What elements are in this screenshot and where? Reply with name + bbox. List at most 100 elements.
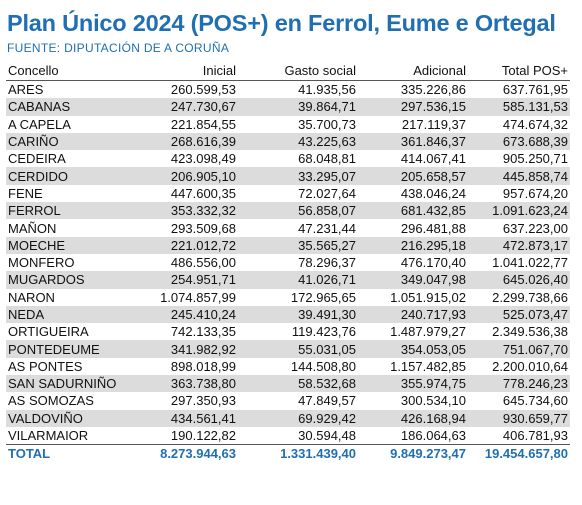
cell-total: 472.873,17 [468, 236, 570, 254]
cell-concello: CARIÑO [6, 132, 126, 151]
cell-inicial: 293.509,68 [170, 220, 236, 236]
total-row: TOTAL 8.273.944,63 1.331.439,40 9.849.27… [6, 444, 570, 464]
cell-gasto-social: 58.532,68 [238, 375, 358, 393]
table-row: ARES 260.599,53 41.935,56 335.226,86 637.761… [6, 81, 570, 99]
total-gasto-social: 1.331.439,40 [238, 444, 358, 464]
table-row: ORTIGUEIRA 742.133,35 119.423,76 1.487.979,… [6, 323, 570, 340]
cell-inicial: 268.616,39 [126, 132, 238, 151]
cell-adicional: 1.157.482,85 [390, 358, 466, 374]
cell-adicional: 216.295,18 [358, 236, 468, 254]
cell-inicial: 221.854,55 [170, 116, 236, 132]
cell-adicional: 296.481,88 [400, 220, 466, 236]
cell-inicial: 434.561,41 [126, 409, 238, 427]
total-inicial: 8.273.944,63 [126, 444, 238, 464]
table-row: AS PONTES 898.018,99 144.508,80 1.157.482,8… [6, 358, 570, 375]
cell-gasto-social: 41.935,56 [298, 82, 356, 98]
cell-inicial: 206.905,10 [126, 167, 238, 185]
cell-inicial: 423.098,49 [170, 151, 236, 167]
cell-gasto-social: 172.965,65 [290, 289, 356, 305]
cell-inicial: 190.122,82 [170, 428, 236, 444]
cell-total: 957.674,20 [502, 185, 568, 201]
cell-concello: MONFERO [8, 255, 75, 271]
cell-inicial: 247.730,67 [126, 98, 238, 116]
cell-concello: CERDIDO [6, 167, 126, 185]
cell-adicional: 355.974,75 [358, 375, 468, 393]
column-header-inicial: Inicial [126, 62, 238, 81]
cell-inicial: 221.012,72 [126, 236, 238, 254]
cell-total: 2.299.738,66 [492, 289, 568, 305]
cell-inicial: 245.410,24 [126, 305, 238, 324]
cell-gasto-social: 68.048,81 [298, 151, 356, 167]
cell-adicional: 438.046,24 [400, 185, 466, 201]
cell-total: 1.091.623,24 [468, 202, 570, 220]
cell-adicional: 1.051.915,02 [390, 289, 466, 305]
total-pos: 19.454.657,80 [468, 444, 570, 464]
table-header-row: Concello Inicial Gasto social Adicional … [6, 62, 570, 81]
table-row: VILARMAIOR 190.122,82 30.594,48 186.064,63 4… [6, 427, 570, 445]
cell-concello: FENE [8, 185, 43, 201]
cell-adicional: 335.226,86 [400, 82, 466, 98]
table-row: NARON 1.074.857,99 172.965,65 1.051.915,02 2… [6, 289, 570, 306]
cell-gasto-social: 41.026,71 [238, 271, 358, 289]
page-title: Plan Único 2024 (POS+) en Ferrol, Eume e… [7, 10, 556, 36]
column-header-total: Total POS+ [468, 62, 570, 81]
table-row: CABANAS 247.730,67 39.864,71 297.536,15 585.… [6, 98, 570, 116]
cell-total: 1.041.022,77 [492, 255, 568, 271]
cell-gasto-social: 72.027,64 [298, 185, 356, 201]
cell-total: 445.858,74 [468, 167, 570, 185]
total-adicional: 9.849.273,47 [358, 444, 468, 464]
table-row: FERROL 353.332,32 56.858,07 681.432,85 1.091… [6, 202, 570, 220]
column-header-concello: Concello [6, 62, 126, 81]
cell-total: 778.246,23 [468, 375, 570, 393]
cell-total: 637.223,00 [502, 220, 568, 236]
cell-adicional: 186.064,63 [400, 428, 466, 444]
cell-adicional: 297.536,15 [358, 98, 468, 116]
cell-total: 585.131,53 [468, 98, 570, 116]
cell-total: 2.349.536,38 [492, 324, 568, 340]
data-table: Concello Inicial Gasto social Adicional … [6, 62, 570, 464]
cell-adicional: 354.053,05 [358, 340, 468, 358]
cell-gasto-social: 55.031,05 [238, 340, 358, 358]
cell-inicial: 297.350,93 [170, 393, 236, 409]
table-body: ARES 260.599,53 41.935,56 335.226,86 637.761… [6, 81, 570, 445]
cell-concello: A CAPELA [8, 116, 71, 132]
column-header-adicional: Adicional [358, 62, 468, 81]
table-row: FENE 447.600,35 72.027,64 438.046,24 957.674… [6, 185, 570, 202]
table-row: SAN SADURNIÑO 363.738,80 58.532,68 355.974,… [6, 375, 570, 393]
total-label: TOTAL [6, 444, 126, 464]
cell-adicional: 361.846,37 [358, 132, 468, 151]
table-row: CERDIDO 206.905,10 33.295,07 205.658,57 445.… [6, 167, 570, 185]
cell-concello: AS SOMOZAS [8, 393, 94, 409]
cell-total: 645.734,60 [502, 393, 568, 409]
cell-total: 474.674,32 [502, 116, 568, 132]
cell-inicial: 447.600,35 [170, 185, 236, 201]
cell-concello: SAN SADURNIÑO [6, 375, 126, 393]
cell-gasto-social: 33.295,07 [238, 167, 358, 185]
cell-concello: MOECHE [6, 236, 126, 254]
cell-concello: ARES [8, 82, 44, 98]
table-row: CARIÑO 268.616,39 43.225,63 361.846,37 673.6… [6, 132, 570, 151]
cell-inicial: 742.133,35 [170, 324, 236, 340]
cell-concello: CABANAS [6, 98, 126, 116]
cell-adicional: 217.119,37 [401, 116, 466, 132]
cell-gasto-social: 39.864,71 [238, 98, 358, 116]
table-row: MAÑON 293.509,68 47.231,44 296.481,88 637.22… [6, 219, 570, 236]
cell-concello: ORTIGUEIRA [8, 324, 89, 340]
table-row: CEDEIRA 423.098,49 68.048,81 414.067,41 905.… [6, 150, 570, 167]
cell-adicional: 681.432,85 [358, 202, 468, 220]
cell-total: 637.761,95 [502, 82, 568, 98]
cell-adicional: 414.067,41 [400, 151, 466, 167]
cell-concello: VILARMAIOR [8, 428, 89, 444]
table-row: A CAPELA 221.854,55 35.700,73 217.119,37 474… [6, 116, 570, 133]
cell-gasto-social: 43.225,63 [238, 132, 358, 151]
cell-concello: PONTEDEUME [6, 340, 126, 358]
cell-total: 751.067,70 [468, 340, 570, 358]
cell-concello: VALDOVIÑO [6, 409, 126, 427]
cell-inicial: 1.074.857,99 [160, 289, 236, 305]
cell-inicial: 898.018,99 [170, 358, 236, 374]
table-row: NEDA 245.410,24 39.491,30 240.717,93 525.073… [6, 305, 570, 324]
cell-concello: FERROL [6, 202, 126, 220]
cell-total: 930.659,77 [468, 409, 570, 427]
cell-inicial: 486.556,00 [170, 255, 236, 271]
cell-inicial: 254.951,71 [126, 271, 238, 289]
